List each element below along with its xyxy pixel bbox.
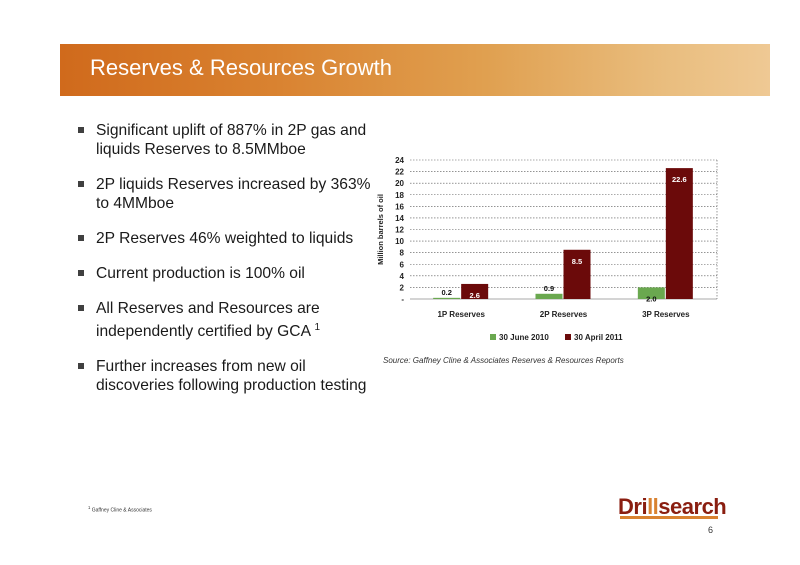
bar bbox=[665, 168, 693, 299]
data-label: 2.0 bbox=[646, 294, 656, 303]
data-label: 2.6 bbox=[469, 291, 479, 300]
page-number: 6 bbox=[708, 525, 714, 535]
bullet-item: Current production is 100% oil bbox=[78, 264, 378, 283]
bullet-square-icon bbox=[78, 270, 84, 276]
y-tick-label: 18 bbox=[395, 191, 404, 200]
chart-source: Source: Gaffney Cline & Associates Reser… bbox=[383, 356, 624, 365]
data-label: 0.9 bbox=[544, 284, 554, 293]
logo-underline bbox=[620, 516, 718, 519]
bullet-square-icon bbox=[78, 363, 84, 370]
y-tick-label: 8 bbox=[400, 249, 405, 258]
x-tick-label: 1P Reserves bbox=[437, 310, 485, 319]
y-tick-label: 24 bbox=[395, 156, 404, 165]
legend-label: 30 April 2011 bbox=[574, 333, 623, 342]
slide-title: Reserves & Resources Growth bbox=[90, 55, 392, 80]
x-tick-label: 3P Reserves bbox=[642, 310, 690, 319]
x-tick-label: 2P Reserves bbox=[540, 310, 588, 319]
y-tick-label: 6 bbox=[400, 260, 405, 269]
bullet-square-icon bbox=[78, 235, 84, 241]
bullet-square-icon bbox=[78, 181, 84, 187]
y-tick-label: 10 bbox=[395, 237, 404, 246]
title-banner: Reserves & Resources Growth bbox=[60, 44, 770, 96]
y-axis-label: Million barrels of oil bbox=[376, 194, 385, 265]
bullet-item: Significant uplift of 887% in 2P gas and… bbox=[78, 121, 378, 159]
y-tick-label: 4 bbox=[400, 272, 405, 281]
bar bbox=[637, 287, 665, 299]
bullet-item: Further increases from new oil discoveri… bbox=[78, 357, 378, 395]
legend-swatch bbox=[565, 334, 571, 340]
y-tick-label: 20 bbox=[395, 179, 404, 188]
bullet-item: 2P liquids Reserves increased by 363% to… bbox=[78, 175, 378, 213]
bullet-list: Significant uplift of 887% in 2P gas and… bbox=[78, 121, 378, 411]
footnote: 1 Gaffney Cline & Associates bbox=[88, 505, 152, 514]
footnote-reference: 1 bbox=[314, 322, 321, 333]
bullet-square-icon bbox=[78, 127, 84, 133]
y-tick-label: 16 bbox=[395, 202, 404, 211]
drillsearch-logo: Drillsearch bbox=[618, 494, 727, 519]
bullet-item: All Reserves and Resources are independe… bbox=[78, 299, 378, 341]
legend-label: 30 June 2010 bbox=[499, 333, 549, 342]
bar bbox=[563, 249, 591, 299]
y-tick-label: 12 bbox=[395, 226, 404, 235]
y-tick-label: - bbox=[401, 295, 404, 304]
y-tick-label: 2 bbox=[400, 283, 405, 292]
bar bbox=[461, 283, 489, 299]
y-tick-label: 22 bbox=[395, 168, 404, 177]
bar bbox=[535, 293, 563, 299]
data-label: 8.5 bbox=[572, 257, 582, 266]
data-label: 22.6 bbox=[672, 175, 687, 184]
bullet-square-icon bbox=[78, 305, 84, 311]
legend-swatch bbox=[490, 334, 496, 340]
data-label: 0.2 bbox=[441, 288, 451, 297]
y-tick-label: 14 bbox=[395, 214, 404, 223]
bar bbox=[433, 297, 461, 299]
bullet-item: 2P Reserves 46% weighted to liquids bbox=[78, 229, 378, 248]
